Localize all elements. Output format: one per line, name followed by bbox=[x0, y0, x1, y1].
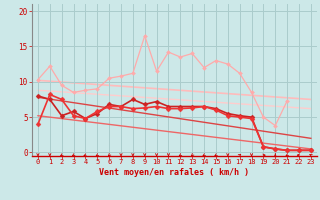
X-axis label: Vent moyen/en rafales ( km/h ): Vent moyen/en rafales ( km/h ) bbox=[100, 168, 249, 177]
